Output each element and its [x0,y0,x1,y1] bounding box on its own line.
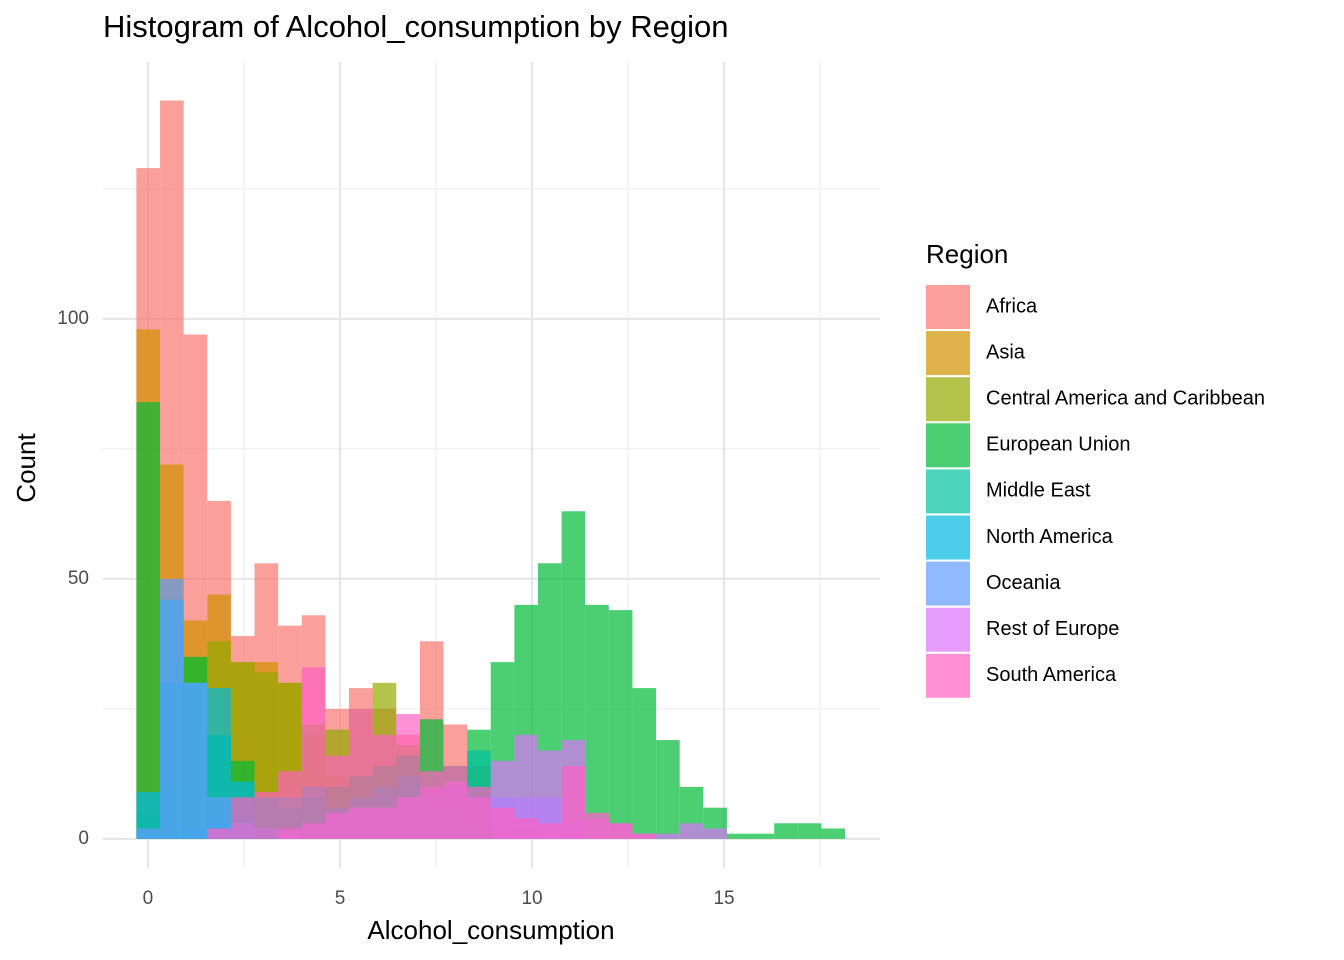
histogram-bar [774,823,798,839]
legend-label: Africa [986,295,1038,317]
histogram-bar [325,755,350,839]
x-axis-label: Alcohol_consumption [367,915,614,945]
histogram-bar [632,833,657,839]
histogram-bar [797,823,822,839]
histogram-bar [254,792,279,839]
histogram-bar [160,578,184,839]
legend-swatch [926,469,970,514]
legend-label: European Union [986,434,1131,456]
histogram-bar [419,771,444,839]
histogram-bar [821,828,846,839]
legend-swatch [926,377,970,422]
x-tick-label: 0 [143,888,154,909]
y-tick-label: 50 [68,568,89,589]
x-tick-label: 15 [713,888,734,909]
histogram-bar [301,667,326,839]
histogram-bar [561,766,586,839]
histogram-bar [207,828,231,839]
y-tick-label: 100 [57,308,89,329]
histogram-bar [136,792,161,839]
histogram-bar [656,833,680,839]
histogram-bar [608,610,633,839]
legend-swatch [926,515,970,560]
histogram-bar [608,823,633,839]
histogram-bar [278,771,302,839]
histogram-bar [514,734,538,839]
legend-title: Region [926,239,1008,269]
legend-label: Asia [986,341,1026,363]
histogram-bar [679,823,704,839]
legend-label: North America [986,526,1114,548]
histogram-bar [230,797,255,839]
histogram-bar [349,708,373,839]
x-tick-label: 10 [521,888,542,909]
chart-title: Histogram of Alcohol_consumption by Regi… [103,9,729,44]
histogram-bar [585,812,609,839]
legend-swatch [926,331,970,376]
histogram-bar [490,807,515,839]
legend-label: South America [986,664,1117,686]
legend-swatch [926,607,970,652]
histogram-bar [537,823,562,839]
legend-label: Middle East [986,480,1091,502]
histogram-bar [726,833,751,839]
histogram-bar [443,766,468,839]
histogram-bar [750,833,775,839]
histogram-bar [467,786,491,839]
histogram-bar [183,682,208,839]
legend-label: Rest of Europe [986,618,1119,640]
legend-swatch [926,285,970,329]
y-axis-label: Count [11,433,41,503]
histogram-bar [396,714,420,839]
histogram-bar [656,740,680,839]
legend-swatch [926,561,970,606]
histogram-bar [585,604,609,839]
histogram-bar [703,828,727,839]
legend-swatch [926,653,970,698]
y-tick-label: 0 [78,828,89,849]
histogram-bar [136,402,161,839]
histogram-bar [372,734,397,839]
legend-swatch [926,423,970,468]
histogram-bar [136,828,161,839]
x-tick-label: 5 [335,888,346,909]
histogram-bar [632,688,657,839]
histogram-bar [514,818,538,839]
legend-label: Central America and Caribbean [986,387,1265,409]
histogram-bar [537,750,562,839]
legend-label: Oceania [986,572,1061,594]
